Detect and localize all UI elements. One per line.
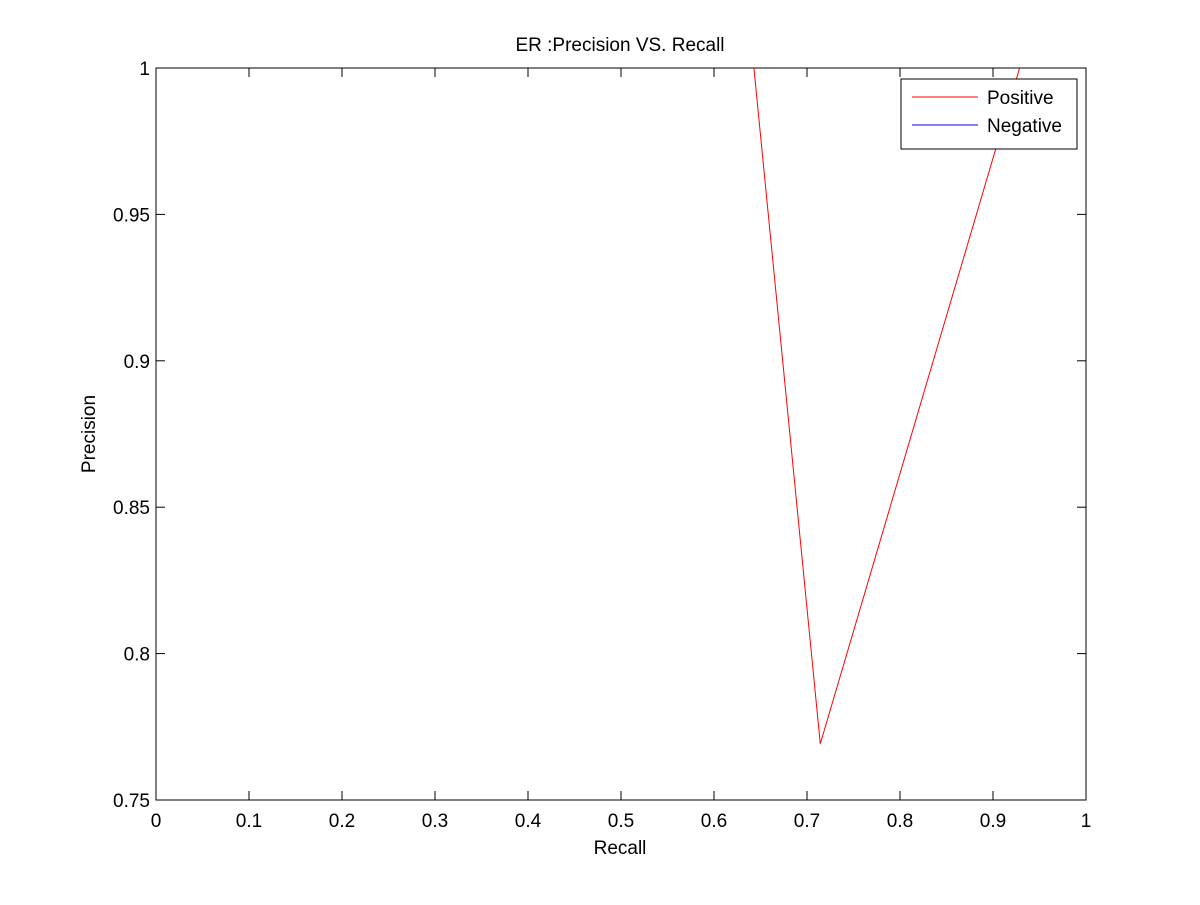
- x-tick-label: 0.9: [980, 811, 1006, 832]
- y-tick-label: 0.9: [124, 352, 150, 373]
- y-tick-label: 0.75: [113, 791, 150, 812]
- x-tick-label: 0.6: [701, 811, 727, 832]
- chart-title: ER :Precision VS. Recall: [515, 35, 724, 56]
- y-tick-label: 1: [139, 59, 150, 80]
- x-tick-label: 0.3: [422, 811, 448, 832]
- y-axis-label: Precision: [79, 395, 100, 473]
- x-tick-label: 0.4: [515, 811, 542, 832]
- legend-box: [900, 78, 1078, 150]
- y-tick-label: 0.85: [113, 498, 150, 519]
- legend-label-negative: Negative: [987, 116, 1062, 137]
- x-tick-label: 1: [1081, 811, 1092, 832]
- series-line-positive: [753, 68, 1021, 744]
- legend-label-positive: Positive: [987, 88, 1054, 109]
- x-tick-label: 0.8: [887, 811, 913, 832]
- x-tick-label: 0.7: [794, 811, 820, 832]
- x-axis-label: Recall: [594, 838, 647, 859]
- plot-frame: [155, 67, 1087, 801]
- x-tick-label: 0.5: [608, 811, 634, 832]
- plot-area: 0 0.1 0.2 0.3 0.4 0.5 0.6 0.7 0.8 0.9 1 0.75 0.8 0.85…: [113, 59, 1091, 832]
- x-tick-label: 0: [151, 811, 162, 832]
- x-tick-label: 0.1: [236, 811, 262, 832]
- y-tick-label: 0.95: [113, 205, 150, 226]
- y-tick-label: 0.8: [124, 645, 150, 666]
- legend: Positive Negative: [900, 78, 1078, 150]
- x-tick-label: 0.2: [329, 811, 355, 832]
